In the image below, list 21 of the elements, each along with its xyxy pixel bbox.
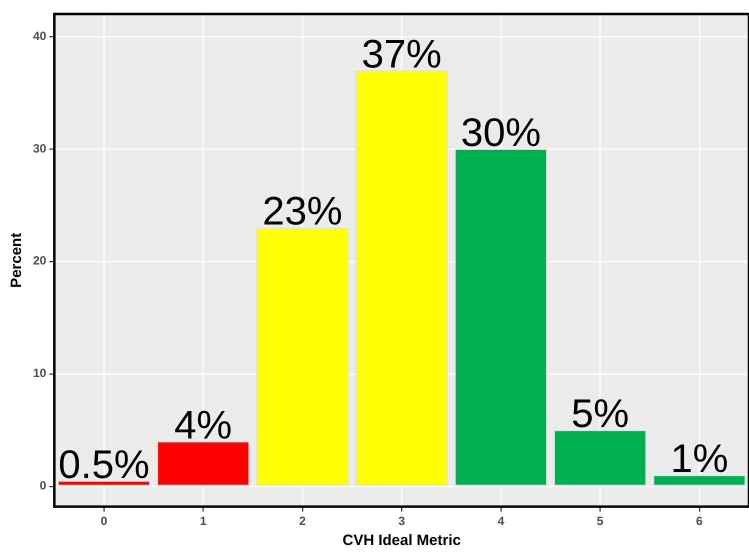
x-tick-label: 4 — [498, 514, 505, 528]
data-label: 0.5% — [58, 442, 150, 487]
x-tick-label: 6 — [696, 514, 704, 528]
y-tick-label: 10 — [32, 366, 47, 380]
x-tick-label: 0 — [100, 514, 108, 528]
x-tick-label: 2 — [299, 514, 306, 528]
y-tick-label: 20 — [32, 254, 47, 268]
data-label: 37% — [362, 32, 442, 76]
data-label: 4% — [174, 403, 232, 448]
x-tick-label: 5 — [596, 514, 604, 528]
data-label: 5% — [571, 392, 630, 436]
y-tick-label: 0 — [40, 478, 47, 493]
data-label: 23% — [262, 190, 342, 234]
data-label: 30% — [460, 110, 541, 155]
x-tick-label: 3 — [398, 514, 406, 528]
y-tick-label: 40 — [32, 28, 47, 43]
x-tick-label: 1 — [200, 514, 207, 528]
data-label: 1% — [670, 437, 728, 482]
y-axis-title: Percent — [8, 232, 26, 288]
x-axis-title: CVH Ideal Metric — [342, 532, 461, 550]
y-tick-label: 30 — [32, 141, 47, 156]
